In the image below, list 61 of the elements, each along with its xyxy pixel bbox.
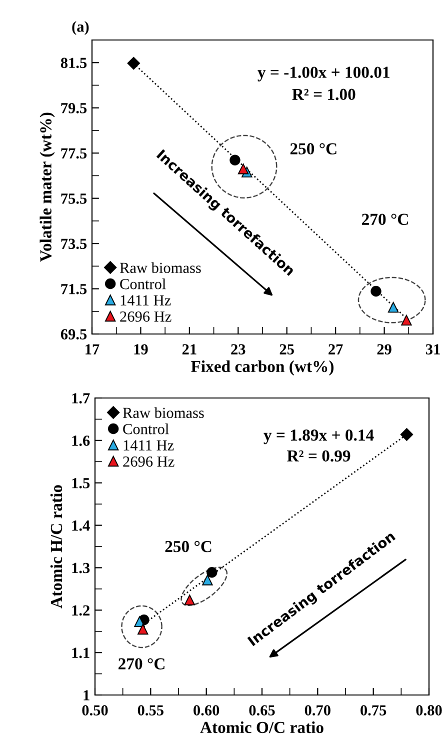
point	[230, 154, 240, 166]
point	[370, 286, 382, 297]
y-tick-label: 1.2	[72, 605, 90, 616]
y-tick-label: 77.5	[61, 148, 87, 159]
x-tick-label: 0.65	[249, 705, 275, 716]
y-tick-label: 1.4	[72, 520, 90, 531]
legend-label: Raw biomass	[120, 262, 201, 274]
y-tick-label: 1.7	[72, 393, 90, 404]
point	[238, 164, 249, 174]
legend-label: Control	[123, 424, 169, 434]
annotation: R² = 1.00	[292, 88, 356, 100]
point	[400, 428, 414, 441]
y-tick-label: 71.5	[61, 284, 87, 294]
y-tick-label: 79.5	[61, 103, 87, 114]
point	[127, 56, 140, 70]
y-tick-label: 1.6	[72, 436, 90, 446]
x-tick-label: 23	[231, 344, 246, 354]
annotation: 270 °C	[362, 214, 408, 225]
legend-label: 2696 Hz	[123, 456, 174, 467]
y-axis-title: Atomic H/C ratio	[50, 485, 62, 608]
x-tick-label: 0.80	[416, 705, 442, 716]
x-tick-label: 0.75	[360, 705, 386, 716]
y-tick-label: 1.5	[72, 478, 90, 488]
point	[401, 314, 412, 326]
y-tick-label: 69.5	[60, 329, 87, 340]
y-tick-label: 81.5	[60, 58, 87, 68]
x-axis-title: Fixed carbon (wt%)	[191, 360, 334, 376]
x-tick-label: 0.55	[138, 705, 164, 716]
x-tick-label: 19	[134, 344, 148, 354]
y-tick-label: 75.5	[61, 194, 87, 204]
annotation: 250 °C	[290, 143, 336, 154]
y-tick-label: 1	[84, 690, 90, 700]
x-tick-label: 25	[280, 344, 294, 354]
legend-label: Control	[120, 278, 166, 290]
y-axis-title: Volatile mater (wt%)	[40, 112, 55, 262]
point	[202, 574, 213, 586]
y-tick-label: 1.1	[72, 648, 90, 658]
x-tick-label: 0.50	[82, 705, 108, 716]
x-tick-label: 17	[86, 344, 100, 354]
point	[388, 302, 399, 313]
x-tick-label: 27	[328, 344, 343, 354]
annotation: 250 °C	[165, 540, 212, 552]
x-axis-title: Atomic O/C ratio	[200, 721, 324, 734]
x-tick-label: 31	[426, 344, 440, 354]
annotation: R² = 0.99	[287, 450, 350, 462]
chart-title: (a)	[72, 21, 89, 35]
annotation: y = -1.00x + 100.01	[258, 66, 390, 82]
legend-label: Raw biomass	[122, 407, 204, 418]
y-tick-label: 1.3	[72, 562, 90, 574]
x-tick-label: 21	[182, 344, 196, 354]
y-tick-label: 73.5	[61, 238, 87, 250]
annotation: y = 1.89x + 0.14	[264, 429, 374, 444]
x-tick-label: 29	[377, 344, 392, 354]
x-tick-label: 0.60	[194, 705, 220, 716]
legend-label: 1411 Hz	[120, 295, 171, 306]
annotation: 270 °C	[118, 658, 164, 670]
point	[206, 567, 218, 578]
legend-label: 1411 Hz	[124, 440, 174, 450]
point	[184, 594, 195, 606]
legend-label: 2696 Hz	[120, 311, 172, 322]
x-tick-label: 0.70	[304, 705, 330, 716]
